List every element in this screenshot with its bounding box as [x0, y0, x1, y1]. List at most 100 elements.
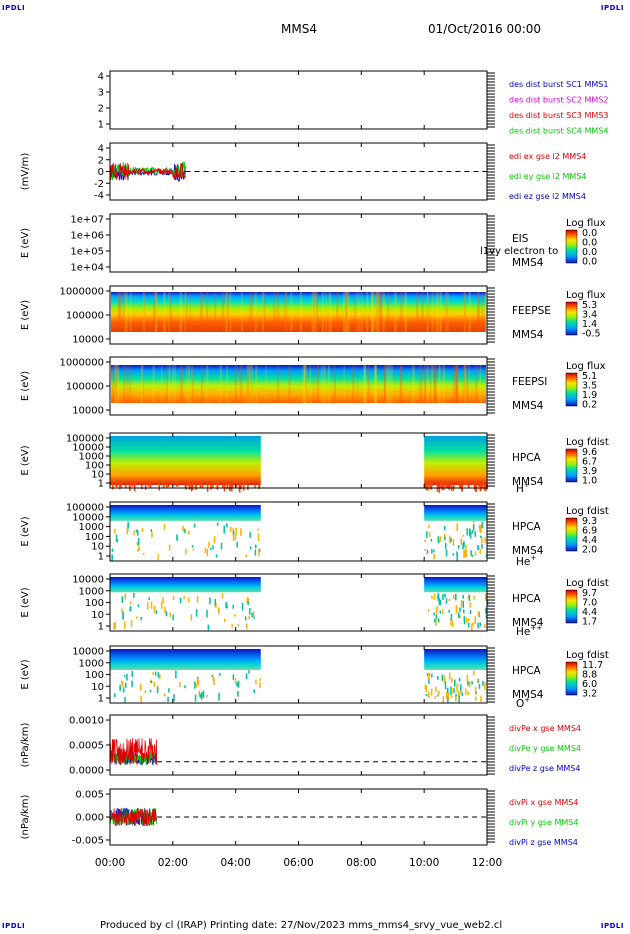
- hpca-speck: [441, 609, 444, 614]
- hpca-speck: [428, 532, 431, 537]
- hpca-speck: [141, 484, 143, 490]
- legend-entry: edi ex gse l2 MMS4: [509, 152, 586, 161]
- y-tick-label: -4: [94, 191, 104, 202]
- hpca-speck: [164, 606, 166, 614]
- x-tick-label: 08:00: [346, 857, 376, 869]
- colorbar-tick-label: 9.7: [582, 588, 597, 599]
- hpca-speck: [459, 607, 461, 613]
- hpca-speck: [429, 482, 431, 489]
- spectrogram-stripe: [322, 292, 324, 332]
- hpca-speck: [257, 533, 260, 542]
- spectrogram-stripe: [439, 365, 441, 403]
- hpca-speck: [135, 616, 138, 619]
- corner-tag-bottom-right: IPDLI: [600, 922, 624, 930]
- hpca-speck: [462, 542, 464, 550]
- spectrogram-stripe: [424, 365, 426, 403]
- hpca-speck: [485, 607, 487, 615]
- y-tick-label: 0.0000: [69, 766, 104, 777]
- spectrogram-stripe: [485, 292, 488, 332]
- spectrogram-stripe: [476, 292, 480, 332]
- hpca-speck: [435, 614, 438, 619]
- spacecraft-label: MMS4: [512, 689, 544, 701]
- hpca-speck: [484, 624, 486, 628]
- spectrogram-stripe: [169, 292, 172, 332]
- hpca-speck: [466, 528, 468, 536]
- colorbar-title: Log fdist: [566, 506, 609, 517]
- hpca-speck: [461, 692, 463, 697]
- hpca-speck: [454, 695, 457, 702]
- hpca-speck: [249, 546, 252, 550]
- instrument-label: HPCA: [512, 593, 542, 605]
- spectrogram-stripe: [201, 365, 203, 403]
- hpca-speck: [248, 615, 250, 620]
- instrument-label: HPCA: [512, 665, 542, 677]
- hpca-speck: [225, 523, 228, 528]
- spectrogram-stripe: [229, 292, 232, 332]
- hpca-speck: [139, 683, 142, 691]
- spectrogram-stripe: [189, 292, 191, 332]
- hpca-speck: [445, 549, 448, 557]
- y-tick-label: 1: [98, 622, 104, 633]
- spectrogram-stripe: [430, 365, 432, 403]
- hpca-speck: [435, 618, 437, 626]
- y-tick-label: 10: [91, 610, 104, 621]
- legend-entry: des dist burst SC1 MMS1: [509, 80, 608, 89]
- hpca-speck: [236, 541, 238, 548]
- hpca-speck: [431, 673, 433, 678]
- spectrogram-stripe: [352, 365, 355, 403]
- hpca-speck: [259, 682, 261, 689]
- hpca-speck: [218, 692, 220, 701]
- spacecraft-label: MMS4: [512, 329, 544, 341]
- hpca-speck: [245, 623, 248, 629]
- hpca-speck: [232, 533, 235, 541]
- hpca-speck: [479, 548, 481, 554]
- colorbar-tick-label: 0.0: [582, 247, 597, 258]
- hpca-speck: [450, 613, 453, 621]
- hpca-speck: [442, 482, 445, 487]
- hpca-speck: [449, 622, 452, 626]
- hpca-speck: [442, 696, 445, 703]
- hpca-speck: [150, 601, 153, 609]
- spectrogram-stripe: [309, 365, 311, 403]
- colorbar-tick-label: 11.7: [582, 660, 603, 671]
- hpca-speck: [433, 612, 435, 616]
- spectrogram-stripe: [200, 292, 203, 332]
- hpca-speck: [210, 483, 212, 489]
- spectrogram-stripe: [347, 292, 350, 332]
- hpca-speck: [215, 482, 218, 485]
- colorbar-tick-label: 6.0: [582, 679, 597, 690]
- spectrogram-stripe: [452, 365, 455, 403]
- spectrogram-stripe: [445, 292, 448, 332]
- hpca-speck: [168, 688, 170, 693]
- colorbar-title: Log flux: [566, 218, 606, 229]
- spectrogram-stripe: [122, 365, 126, 403]
- hpca-speck: [193, 523, 196, 528]
- hpca-speck: [467, 482, 470, 489]
- spectrogram-stripe: [412, 365, 415, 403]
- hpca-speck: [162, 597, 164, 603]
- spectrogram-stripe: [463, 365, 467, 403]
- hpca-speck: [218, 607, 220, 615]
- hpca-speck: [471, 529, 474, 534]
- hpca-speck: [259, 678, 262, 681]
- spectrogram-stripe: [366, 292, 369, 332]
- hpca-speck: [179, 597, 182, 604]
- spectrogram-stripe: [174, 365, 177, 403]
- hpca-speck: [249, 608, 251, 615]
- hpca-speck: [466, 482, 468, 485]
- spectrogram-stripe: [474, 365, 478, 403]
- hpca-speck: [438, 484, 441, 493]
- hpca-speck: [434, 618, 436, 623]
- spectrogram-stripe: [142, 365, 144, 403]
- colorbar: [565, 589, 578, 624]
- hpca-speck: [191, 545, 194, 548]
- hpca-speck: [450, 537, 452, 543]
- hpca-speck: [194, 694, 197, 702]
- hpca-speck: [175, 482, 178, 487]
- hpca-speck: [231, 624, 233, 628]
- spectrogram-stripe: [191, 365, 193, 403]
- right-minor-ticks: [487, 434, 495, 487]
- hpca-speck: [452, 594, 455, 600]
- hpca-speck: [164, 693, 166, 697]
- hpca-speck: [120, 482, 122, 489]
